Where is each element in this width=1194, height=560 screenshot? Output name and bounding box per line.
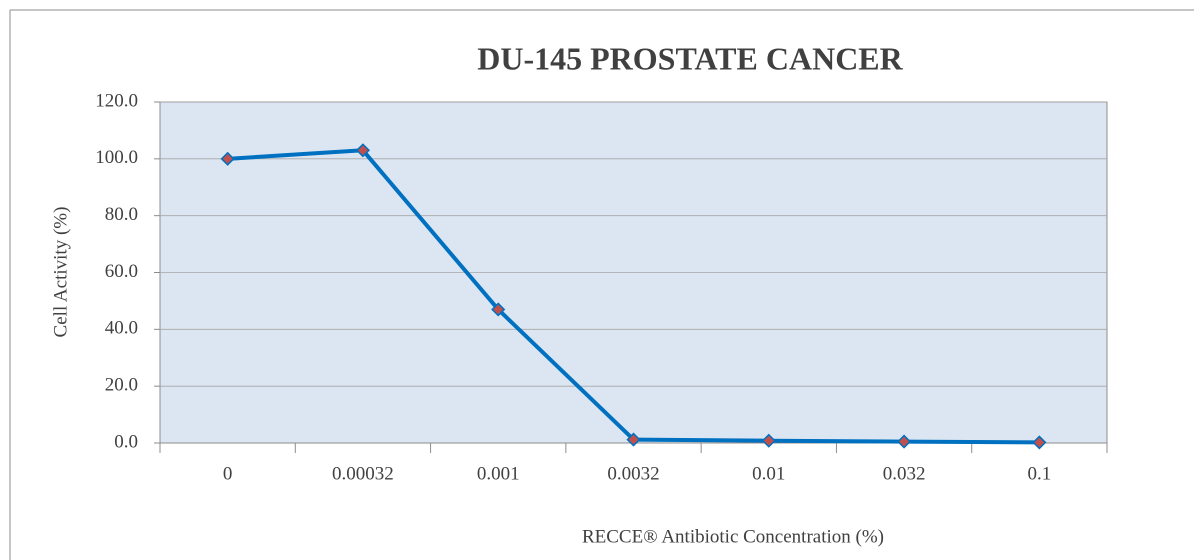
x-tick-label: 0.0032 (607, 463, 659, 484)
data-marker (491, 302, 506, 317)
data-marker (1032, 435, 1047, 450)
x-tick-label: 0.1 (1027, 463, 1051, 484)
y-tick-label: 0.0 (114, 431, 138, 452)
y-tick-label: 20.0 (105, 375, 138, 396)
x-axis-label: RECCE® Antibiotic Concentration (%) (582, 526, 884, 547)
data-marker (897, 434, 912, 449)
y-tick-label: 100.0 (95, 147, 138, 168)
x-tick-label: 0 (223, 463, 233, 484)
x-tick-label: 0.001 (477, 463, 520, 484)
y-tick-label: 80.0 (105, 204, 138, 225)
x-tick-label: 0.01 (752, 463, 785, 484)
data-marker (626, 432, 641, 447)
y-axis-label: Cell Activity (%) (50, 207, 71, 338)
data-marker (761, 433, 776, 448)
chart-title: DU-145 PROSTATE CANCER (477, 40, 903, 76)
y-tick-label: 60.0 (105, 261, 138, 282)
y-tick-label: 40.0 (105, 318, 138, 339)
data-marker (220, 151, 235, 166)
y-tick-label: 120.0 (95, 90, 138, 111)
x-tick-label: 0.032 (883, 463, 926, 484)
x-tick-label: 0.00032 (332, 463, 394, 484)
data-marker (355, 143, 370, 158)
